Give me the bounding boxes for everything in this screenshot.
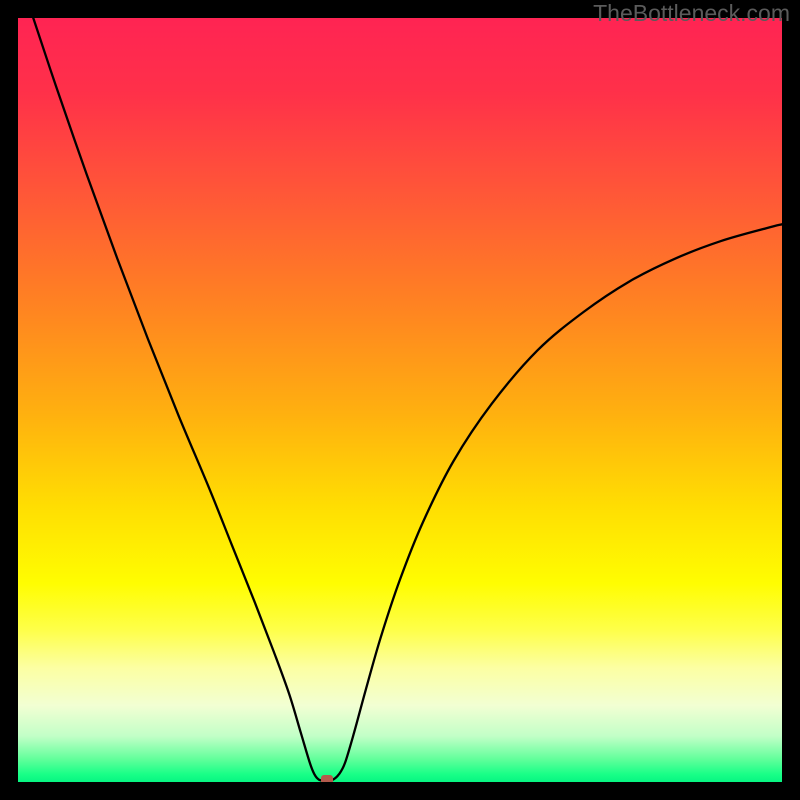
chart-frame <box>0 0 800 800</box>
watermark-text: TheBottleneck.com <box>593 0 790 27</box>
plot-area <box>18 18 782 782</box>
bottleneck-curve <box>18 18 782 782</box>
minimum-marker <box>321 775 333 782</box>
